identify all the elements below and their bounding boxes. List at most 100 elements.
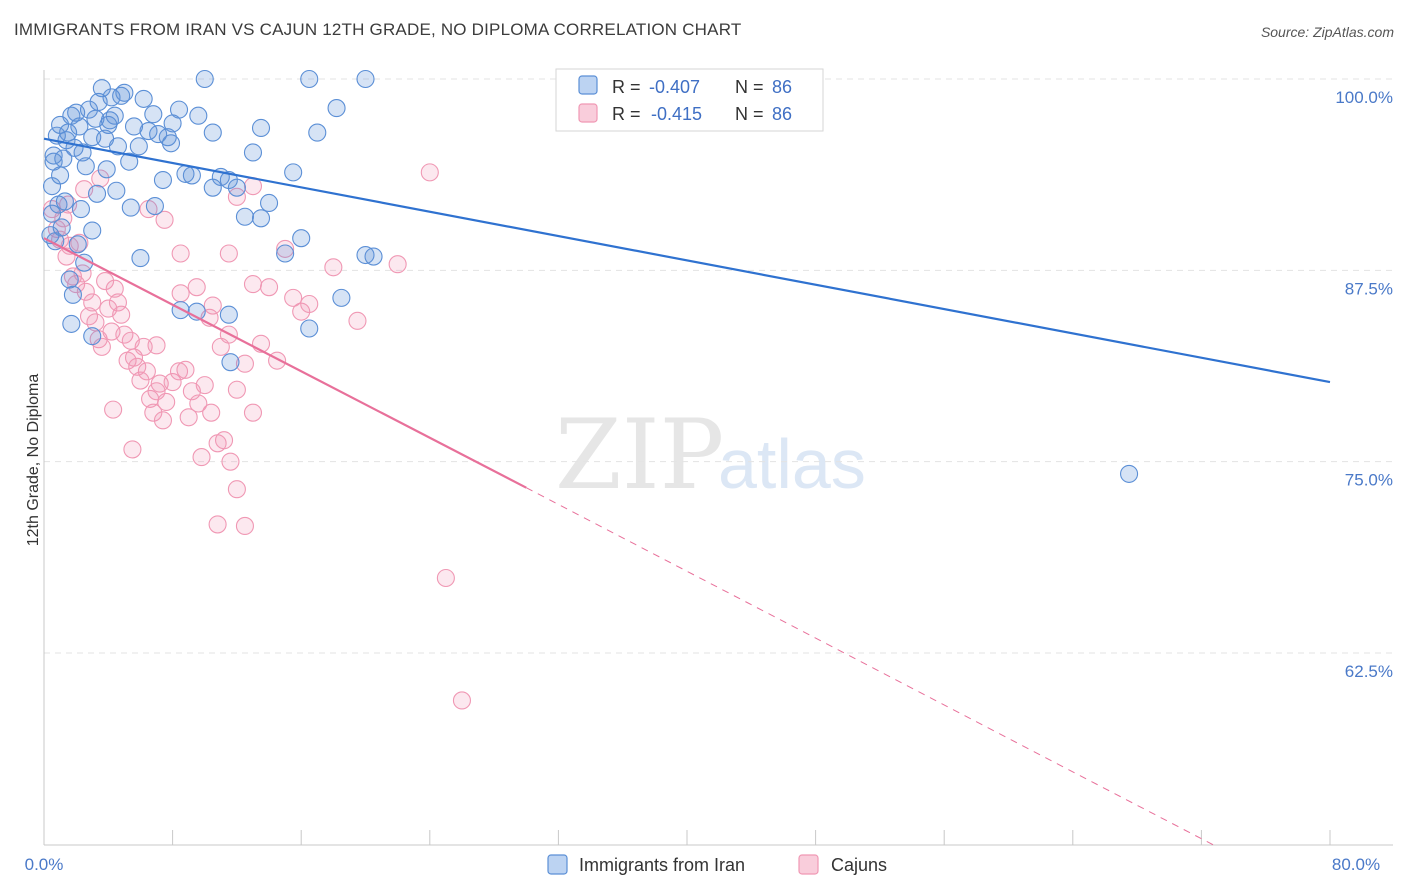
iran-point bbox=[243, 143, 263, 162]
cajun-point bbox=[83, 293, 102, 312]
cajun-point bbox=[221, 452, 240, 471]
cajun-point bbox=[227, 380, 246, 399]
iran-point bbox=[259, 193, 279, 213]
iran-n-label: N = bbox=[735, 77, 764, 97]
cajun-point bbox=[187, 278, 206, 297]
iran-r-value: -0.407 bbox=[649, 77, 700, 97]
cajun-point bbox=[348, 311, 367, 330]
cajun-trend-line bbox=[43, 237, 527, 489]
cajun-point bbox=[284, 288, 303, 307]
iran-point bbox=[131, 249, 150, 268]
iran-point bbox=[327, 99, 346, 118]
cajun-r-value: -0.415 bbox=[651, 104, 702, 124]
iran-point bbox=[195, 69, 214, 89]
cajun-point bbox=[131, 371, 150, 390]
iran-point bbox=[251, 209, 271, 228]
iran-point bbox=[70, 117, 89, 136]
cajun-point bbox=[276, 239, 295, 258]
iran-point bbox=[221, 353, 240, 372]
cajun-point bbox=[243, 275, 263, 294]
y-tick-label: 87.5% bbox=[1345, 279, 1393, 298]
iran-point bbox=[134, 89, 153, 108]
iran-point bbox=[52, 218, 71, 237]
series-legend: Immigrants from Iran Cajuns bbox=[547, 854, 887, 875]
iran-point bbox=[121, 198, 140, 217]
iran-point bbox=[120, 152, 139, 171]
iran-point bbox=[42, 204, 62, 223]
cajun-point bbox=[192, 448, 211, 467]
iran-point bbox=[169, 100, 189, 119]
cajun-point bbox=[436, 568, 455, 588]
iran-point bbox=[251, 118, 271, 138]
iran-point bbox=[189, 106, 208, 125]
watermark-atlas: atlas bbox=[718, 425, 866, 503]
cajun-point bbox=[227, 480, 246, 499]
x-tick-label-left: 0.0% bbox=[25, 855, 64, 874]
cajun-point bbox=[157, 392, 176, 412]
iran-point bbox=[227, 178, 246, 197]
cajun-point bbox=[123, 440, 142, 459]
cajun-point bbox=[144, 403, 163, 422]
iran-point bbox=[171, 301, 190, 320]
cajun-n-label: N = bbox=[735, 104, 764, 124]
cajun-point bbox=[128, 357, 147, 376]
iran-point bbox=[73, 143, 92, 162]
iran-point bbox=[76, 157, 95, 176]
cajun-point bbox=[452, 691, 472, 710]
iran-point bbox=[79, 100, 99, 119]
cajun-point bbox=[388, 255, 407, 274]
cajun-point bbox=[219, 244, 238, 263]
cajun-point bbox=[227, 187, 246, 206]
iran-point bbox=[219, 305, 238, 324]
iran-r-label: R = bbox=[612, 77, 641, 97]
x-tick-label-right: 80.0% bbox=[1332, 855, 1380, 874]
iran-point bbox=[153, 170, 173, 190]
cajun-point bbox=[112, 305, 131, 324]
iran-point bbox=[364, 247, 383, 266]
iran-legend-swatch bbox=[578, 75, 598, 95]
cajun-point bbox=[324, 258, 343, 277]
iran-trend-line bbox=[43, 137, 1331, 384]
legend-cajun-swatch bbox=[798, 854, 819, 875]
iran-point bbox=[51, 166, 70, 185]
iran-point bbox=[83, 327, 102, 346]
iran-point bbox=[292, 229, 311, 248]
cajun-point bbox=[189, 394, 208, 413]
cajun-point bbox=[259, 278, 279, 297]
cajun-point bbox=[163, 373, 182, 392]
cajun-point bbox=[211, 337, 230, 356]
iran-point bbox=[308, 123, 327, 142]
stats-legend: R = -0.407 N = 86 R = -0.415 N = 86 bbox=[555, 68, 824, 132]
iran-point bbox=[161, 134, 181, 153]
iran-point bbox=[92, 79, 111, 98]
iran-point bbox=[139, 121, 158, 141]
cajun-point bbox=[235, 354, 254, 373]
iran-point bbox=[55, 192, 74, 211]
cajun-trend-extension bbox=[526, 487, 1214, 846]
cajun-points bbox=[42, 163, 472, 710]
iran-point bbox=[60, 270, 79, 289]
cajun-point bbox=[153, 411, 173, 430]
cajun-point bbox=[179, 408, 198, 427]
iran-point bbox=[100, 111, 119, 130]
iran-point bbox=[145, 196, 164, 216]
cajun-point bbox=[235, 516, 254, 536]
cajun-point bbox=[420, 163, 439, 182]
iran-point bbox=[44, 146, 63, 165]
y-tick-label: 100.0% bbox=[1335, 88, 1393, 107]
iran-point bbox=[276, 244, 295, 263]
iran-n-value: 86 bbox=[772, 77, 792, 97]
cajun-point bbox=[137, 362, 156, 381]
cajun-point bbox=[147, 336, 166, 355]
iran-point bbox=[356, 69, 375, 89]
iran-point bbox=[1120, 464, 1139, 483]
cajun-point bbox=[104, 400, 123, 419]
cajun-point bbox=[171, 244, 190, 263]
cajun-point bbox=[155, 210, 174, 229]
y-tick-label: 62.5% bbox=[1345, 662, 1393, 681]
cajun-r-label: R = bbox=[612, 104, 641, 124]
cajun-point bbox=[67, 275, 86, 294]
cajun-point bbox=[202, 403, 221, 422]
legend-iran-swatch bbox=[547, 854, 568, 875]
